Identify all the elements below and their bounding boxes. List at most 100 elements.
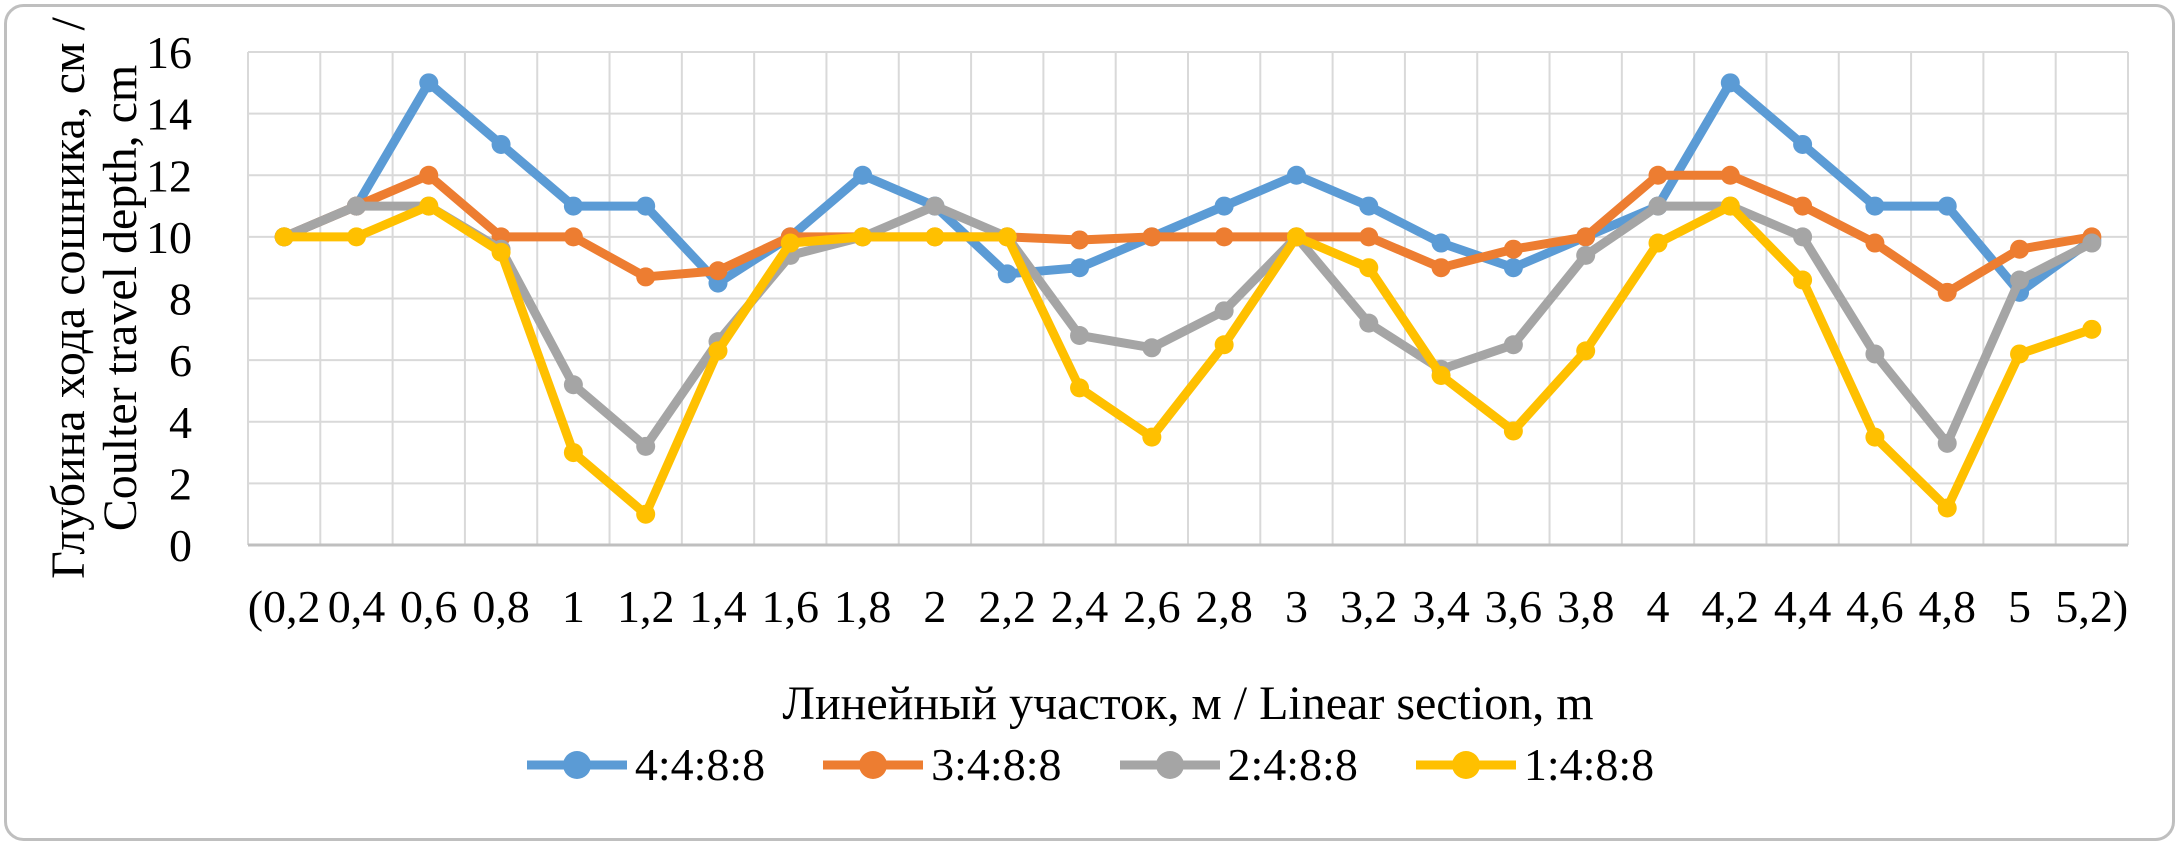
data-point-1:4:8:8-4 (1648, 233, 1668, 253)
data-point-3:4:8:8-4,8 (1937, 282, 1957, 302)
y-tick-label: 8 (169, 274, 192, 325)
x-tick-label: 3,4 (1412, 581, 1470, 632)
data-point-1:4:8:8-1,8 (853, 227, 873, 247)
data-point-1:4:8:8-2,2 (997, 227, 1017, 247)
x-tick-label: 0,8 (472, 581, 530, 632)
data-point-1:4:8:8-3,4 (1431, 366, 1451, 386)
data-point-1:4:8:8-5 (2010, 344, 2030, 364)
data-point-4:4:8:8-1,8 (853, 165, 873, 185)
data-point-1:4:8:8-3,2 (1359, 258, 1379, 278)
data-point-1:4:8:8-3,8 (1576, 341, 1596, 361)
data-point-4:4:8:8-3,4 (1431, 233, 1451, 253)
series-line-1:4:8:8 (279, 201, 2097, 519)
series-line-4:4:8:8 (279, 78, 2097, 297)
x-tick-label: 3,2 (1340, 581, 1398, 632)
data-point-1:4:8:8-3 (1286, 227, 1306, 247)
data-point-4:4:8:8-1,2 (636, 196, 656, 216)
data-point-4:4:8:8-3,6 (1503, 258, 1523, 278)
data-point-3:4:8:8-4,2 (1720, 165, 1740, 185)
x-tick-label: 3,6 (1485, 581, 1543, 632)
series-line-2:4:8:8 (279, 201, 2097, 451)
data-point-2:4:8:8-1 (563, 375, 583, 395)
data-point-3:4:8:8-2,4 (1070, 230, 1090, 250)
data-point-2:4:8:8-4,4 (1793, 227, 1813, 247)
x-tick-label: 2,2 (978, 581, 1036, 632)
data-point-3:4:8:8-4,4 (1793, 196, 1813, 216)
data-point-4:4:8:8-2,4 (1070, 258, 1090, 278)
y-tick-label: 4 (169, 397, 192, 448)
data-point-2:4:8:8-3,8 (1576, 245, 1596, 265)
data-point-4:4:8:8-4,6 (1865, 196, 1885, 216)
data-point-2:4:8:8-3,6 (1503, 335, 1523, 355)
x-tick-label: 0,6 (400, 581, 458, 632)
data-point-2:4:8:8-5,2) (2082, 233, 2102, 253)
data-point-3:4:8:8-1,2 (636, 267, 656, 287)
data-point-1:4:8:8-1 (563, 443, 583, 463)
data-point-1:4:8:8-4,8 (1937, 498, 1957, 518)
x-tick-label: 4,2 (1702, 581, 1760, 632)
data-point-2:4:8:8-2,6 (1142, 338, 1162, 358)
data-point-3:4:8:8-3,4 (1431, 258, 1451, 278)
data-point-2:4:8:8-2 (925, 196, 945, 216)
data-point-4:4:8:8-0,6 (419, 73, 439, 93)
x-tick-label: 5 (2008, 581, 2031, 632)
data-point-3:4:8:8-1,4 (708, 261, 728, 281)
data-point-1:4:8:8-4,4 (1793, 270, 1813, 290)
data-point-2:4:8:8-5 (2010, 270, 2030, 290)
x-tick-label: 3 (1285, 581, 1308, 632)
data-point-2:4:8:8-0,4 (346, 196, 366, 216)
x-tick-label: 0,4 (328, 581, 386, 632)
data-point-1:4:8:8-1,2 (636, 504, 656, 524)
x-tick-label: 3,8 (1557, 581, 1615, 632)
x-tick-label: 2,8 (1195, 581, 1253, 632)
data-point-1:4:8:8-(0,2 (274, 227, 294, 247)
data-point-2:4:8:8-1,2 (636, 436, 656, 456)
data-point-3:4:8:8-3,8 (1576, 227, 1596, 247)
x-tick-label: 4,6 (1846, 581, 1904, 632)
data-point-1:4:8:8-0,8 (491, 242, 511, 262)
y-tick-label: 16 (146, 27, 192, 78)
x-tick-label: 2 (923, 581, 946, 632)
x-tick-label: 4,4 (1774, 581, 1832, 632)
data-point-4:4:8:8-2,2 (997, 264, 1017, 284)
x-tick-label: 5,2) (2055, 581, 2128, 632)
y-tick-label: 0 (169, 520, 192, 571)
data-point-1:4:8:8-5,2) (2082, 319, 2102, 339)
y-tick-label: 6 (169, 335, 192, 386)
data-point-1:4:8:8-0,4 (346, 227, 366, 247)
data-point-1:4:8:8-2,4 (1070, 378, 1090, 398)
data-point-4:4:8:8-4,8 (1937, 196, 1957, 216)
x-tick-label: 4 (1647, 581, 1670, 632)
data-point-1:4:8:8-3,6 (1503, 421, 1523, 441)
data-point-4:4:8:8-4,2 (1720, 73, 1740, 93)
data-point-1:4:8:8-1,4 (708, 341, 728, 361)
x-tick-label: 1,4 (689, 581, 747, 632)
y-tick-label: 12 (146, 150, 192, 201)
data-point-3:4:8:8-4 (1648, 165, 1668, 185)
data-point-3:4:8:8-1 (563, 227, 583, 247)
x-tick-label: 1 (562, 581, 585, 632)
x-tick-label: 1,6 (762, 581, 820, 632)
data-point-1:4:8:8-1,6 (780, 233, 800, 253)
data-point-4:4:8:8-3 (1286, 165, 1306, 185)
data-point-1:4:8:8-2,6 (1142, 427, 1162, 447)
x-tick-label: 1,8 (834, 581, 892, 632)
data-point-4:4:8:8-0,8 (491, 134, 511, 154)
data-point-2:4:8:8-4,6 (1865, 344, 1885, 364)
data-point-2:4:8:8-4 (1648, 196, 1668, 216)
data-point-4:4:8:8-4,4 (1793, 134, 1813, 154)
y-tick-label: 14 (146, 89, 192, 140)
x-tick-label: 2,4 (1051, 581, 1109, 632)
y-tick-label: 10 (146, 212, 192, 263)
data-point-2:4:8:8-4,8 (1937, 433, 1957, 453)
data-point-1:4:8:8-2,8 (1214, 335, 1234, 355)
data-point-4:4:8:8-3,2 (1359, 196, 1379, 216)
data-point-1:4:8:8-4,6 (1865, 427, 1885, 447)
x-tick-label: 4,8 (1918, 581, 1976, 632)
data-point-1:4:8:8-4,2 (1720, 196, 1740, 216)
x-tick-label: 2,6 (1123, 581, 1181, 632)
y-tick-label: 2 (169, 458, 192, 509)
x-tick-label: 1,2 (617, 581, 675, 632)
data-point-3:4:8:8-3,2 (1359, 227, 1379, 247)
